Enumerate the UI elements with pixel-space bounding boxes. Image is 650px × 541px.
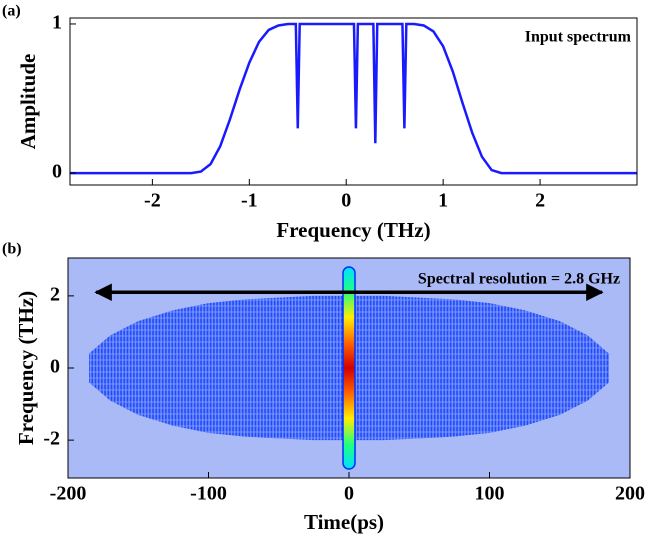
x-tick-label: 2 bbox=[535, 190, 545, 212]
x-tick-label: -1 bbox=[241, 190, 258, 212]
y-tick-label: 2 bbox=[50, 283, 60, 305]
panel-label: (a) bbox=[2, 3, 21, 20]
panel-label: (b) bbox=[2, 241, 22, 258]
x-tick-label: 100 bbox=[475, 483, 505, 505]
x-tick-label: 0 bbox=[344, 483, 354, 505]
x-tick-label: 200 bbox=[615, 483, 645, 505]
interference-fringes bbox=[89, 295, 609, 441]
x-tick-label: -100 bbox=[190, 483, 227, 505]
spectrum-line bbox=[70, 22, 637, 175]
x-axis-label: Frequency (THz) bbox=[276, 218, 430, 242]
y-tick-label: 0 bbox=[50, 356, 60, 378]
y-axis-label: Frequency (THz) bbox=[14, 291, 38, 445]
y-axis-label: Amplitude bbox=[16, 54, 40, 150]
ridge bbox=[342, 266, 356, 470]
y-tick-label: -2 bbox=[43, 428, 60, 450]
x-tick-label: -200 bbox=[50, 483, 87, 505]
y-tick-label: 0 bbox=[52, 161, 62, 183]
x-axis-label: Time(ps) bbox=[304, 510, 384, 534]
x-tick-label: 1 bbox=[438, 190, 448, 212]
y-tick-label: 1 bbox=[52, 12, 62, 34]
x-tick-label: 0 bbox=[341, 190, 351, 212]
annotation: Input spectrum bbox=[525, 29, 632, 46]
x-tick-label: -2 bbox=[144, 190, 161, 212]
plot-frame bbox=[69, 17, 638, 186]
annotation: Spectral resolution = 2.8 GHz bbox=[418, 271, 620, 288]
